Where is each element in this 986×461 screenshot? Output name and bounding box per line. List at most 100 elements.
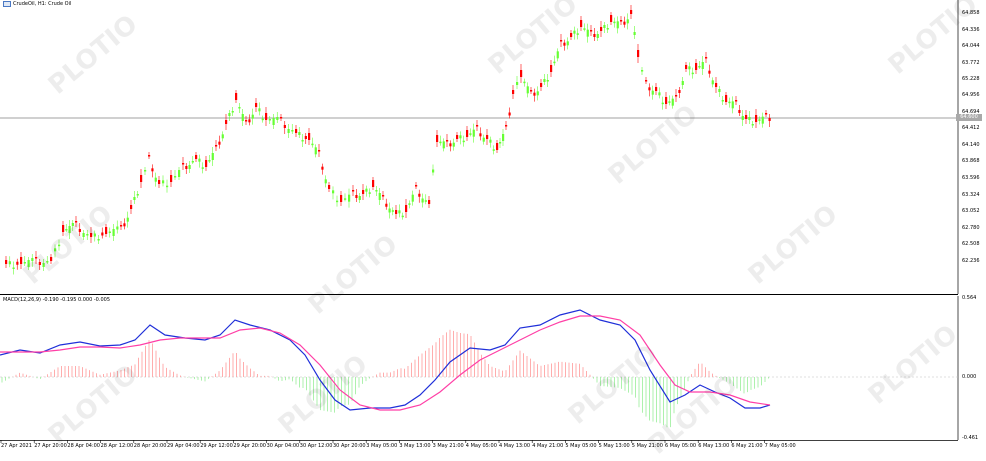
- candle-body: [340, 195, 343, 202]
- candle-body: [698, 66, 701, 68]
- candle-body: [201, 167, 204, 169]
- candle-body: [42, 263, 45, 267]
- candle-body: [526, 86, 529, 94]
- candle-body: [432, 169, 435, 173]
- candle-body: [466, 130, 469, 137]
- candle-body: [251, 114, 254, 119]
- candle-body: [610, 15, 613, 22]
- candle-body: [768, 118, 771, 121]
- candle-body: [248, 119, 251, 123]
- candle-body: [462, 140, 465, 143]
- candle-body: [93, 233, 96, 237]
- candle-body: [272, 118, 275, 125]
- candle-body: [755, 115, 758, 122]
- candle-body: [765, 113, 768, 115]
- candle-body: [758, 119, 761, 121]
- candle-body: [613, 21, 616, 24]
- candle-body: [492, 149, 495, 151]
- time-axis-label: 27 Apr 2021: [1, 443, 32, 449]
- macd-axis-label: 0.000: [962, 374, 977, 380]
- candle-body: [748, 117, 751, 120]
- candle-body: [112, 229, 115, 236]
- candle-body: [235, 93, 238, 100]
- macd-axis-label: 0.564: [962, 295, 977, 301]
- candle-body: [570, 33, 573, 37]
- candle-body: [218, 141, 221, 145]
- candle-body: [626, 19, 629, 24]
- time-axis-label: 30 Apr 12:00: [299, 443, 333, 449]
- time-axis-label: 28 Apr 12:00: [100, 443, 134, 449]
- candle-body: [718, 89, 721, 92]
- price-axis-label: 64.140: [962, 142, 980, 148]
- candle-body: [65, 229, 68, 231]
- candle-body: [590, 30, 593, 32]
- candle-body: [97, 239, 100, 241]
- candle-body: [241, 114, 244, 121]
- candle-body: [415, 185, 418, 187]
- candle-body: [318, 150, 321, 152]
- candle-body: [158, 180, 161, 184]
- candle-body: [208, 160, 211, 162]
- candle-body: [695, 63, 698, 70]
- macd-main-line: [0, 309, 771, 411]
- price-axis-label: 62.780: [962, 225, 980, 231]
- candle-body: [295, 129, 298, 133]
- candle-body: [546, 80, 549, 82]
- candle-body: [678, 90, 681, 93]
- candle-body: [583, 28, 586, 30]
- candle-body: [476, 125, 479, 127]
- candle-body: [668, 101, 671, 103]
- time-axis-label: 29 Apr 20:00: [233, 443, 266, 449]
- candle-body: [362, 190, 365, 194]
- candle-body: [378, 193, 381, 200]
- time-axis-label: 4 May 05:00: [465, 443, 497, 449]
- candle-body: [512, 90, 515, 94]
- candle-body: [405, 205, 408, 212]
- candle-body: [68, 226, 71, 233]
- candle-body: [38, 262, 41, 265]
- candle-body: [221, 134, 224, 139]
- candle-body: [12, 267, 15, 269]
- candle-body: [645, 80, 648, 82]
- candle-body: [735, 100, 738, 102]
- candle-body: [101, 232, 104, 236]
- candle-body: [178, 170, 181, 177]
- candle-body: [314, 147, 317, 155]
- time-axis-label: 5 May 21:00: [631, 443, 663, 449]
- candle-body: [469, 133, 472, 135]
- candle-body: [685, 65, 688, 69]
- candle-body: [291, 130, 294, 132]
- time-axis-label: 27 Apr 20:00: [34, 443, 67, 449]
- candle-body: [452, 142, 455, 147]
- candle-body: [428, 200, 431, 204]
- candle-body: [596, 34, 599, 38]
- candle-body: [211, 153, 214, 160]
- candle-body: [486, 135, 489, 139]
- time-axis-label: 7 May 05:00: [764, 443, 796, 449]
- candle-body: [120, 225, 123, 227]
- candle-body: [58, 244, 61, 247]
- candle-body: [166, 185, 169, 188]
- candle-body: [27, 260, 30, 267]
- candle-body: [276, 117, 279, 120]
- candle-body: [123, 223, 126, 227]
- candle-body: [228, 113, 231, 116]
- time-axis-label: 3 May 21:00: [432, 443, 464, 449]
- candle-body: [563, 42, 566, 46]
- candle-body: [705, 57, 708, 59]
- candlestick-series: [5, 5, 771, 275]
- candle-body: [215, 145, 218, 147]
- candle-body: [8, 261, 11, 265]
- candle-body: [225, 120, 228, 124]
- time-axis-label: 30 Apr 20:00: [333, 443, 366, 449]
- candle-body: [499, 142, 502, 144]
- candle-body: [658, 92, 661, 96]
- candle-body: [283, 125, 286, 128]
- candle-body: [761, 116, 764, 124]
- macd-signal-line: [0, 315, 771, 411]
- candle-body: [391, 210, 394, 212]
- candle-body: [375, 190, 378, 192]
- candle-body: [395, 210, 398, 214]
